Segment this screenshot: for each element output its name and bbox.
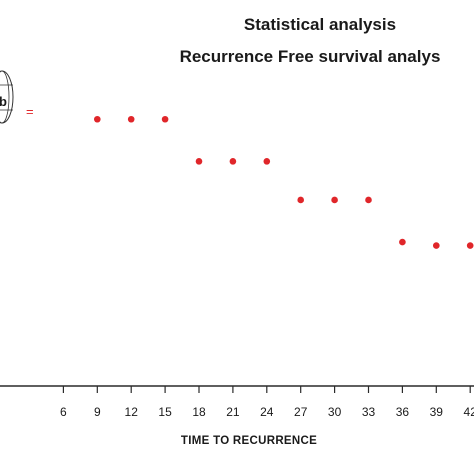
x-tick-label: 15 — [158, 405, 172, 419]
data-point — [195, 158, 203, 165]
x-tick-label: 30 — [328, 405, 342, 419]
legend-marker-inner-icon — [0, 70, 10, 124]
data-point — [94, 115, 101, 123]
x-tick-label: 6 — [60, 405, 67, 419]
data-point — [466, 242, 474, 249]
legend: b = — [0, 70, 34, 124]
data-point — [331, 196, 338, 204]
x-tick-label: 39 — [430, 405, 444, 419]
x-tick-label: 36 — [396, 405, 410, 419]
x-tick-label: 24 — [260, 405, 274, 419]
x-tick-label: 42 — [464, 405, 474, 419]
legend-label: b — [0, 94, 7, 109]
chart-title-line-2: Recurrence Free survival analys — [180, 47, 441, 66]
data-point — [365, 196, 372, 204]
x-tick-label: 33 — [362, 405, 376, 419]
x-tick-label: 21 — [226, 405, 240, 419]
x-tick-label: 27 — [294, 405, 308, 419]
data-point — [263, 158, 271, 165]
data-point — [229, 158, 237, 165]
x-tick-label: 18 — [192, 405, 206, 419]
legend-symbol: = — [26, 104, 34, 119]
data-point — [127, 115, 135, 123]
x-tick-label: 9 — [94, 405, 101, 419]
data-points — [94, 115, 474, 249]
x-ticks: 6912151821242730333639424 — [60, 386, 474, 419]
data-point — [297, 196, 305, 204]
data-point — [399, 238, 406, 246]
x-tick-label: 12 — [125, 405, 139, 419]
data-point — [161, 115, 169, 123]
x-axis-label: TIME TO RECURRENCE — [181, 435, 317, 447]
chart-title-line-1: Statistical analysis — [244, 15, 396, 34]
data-point — [433, 242, 440, 249]
